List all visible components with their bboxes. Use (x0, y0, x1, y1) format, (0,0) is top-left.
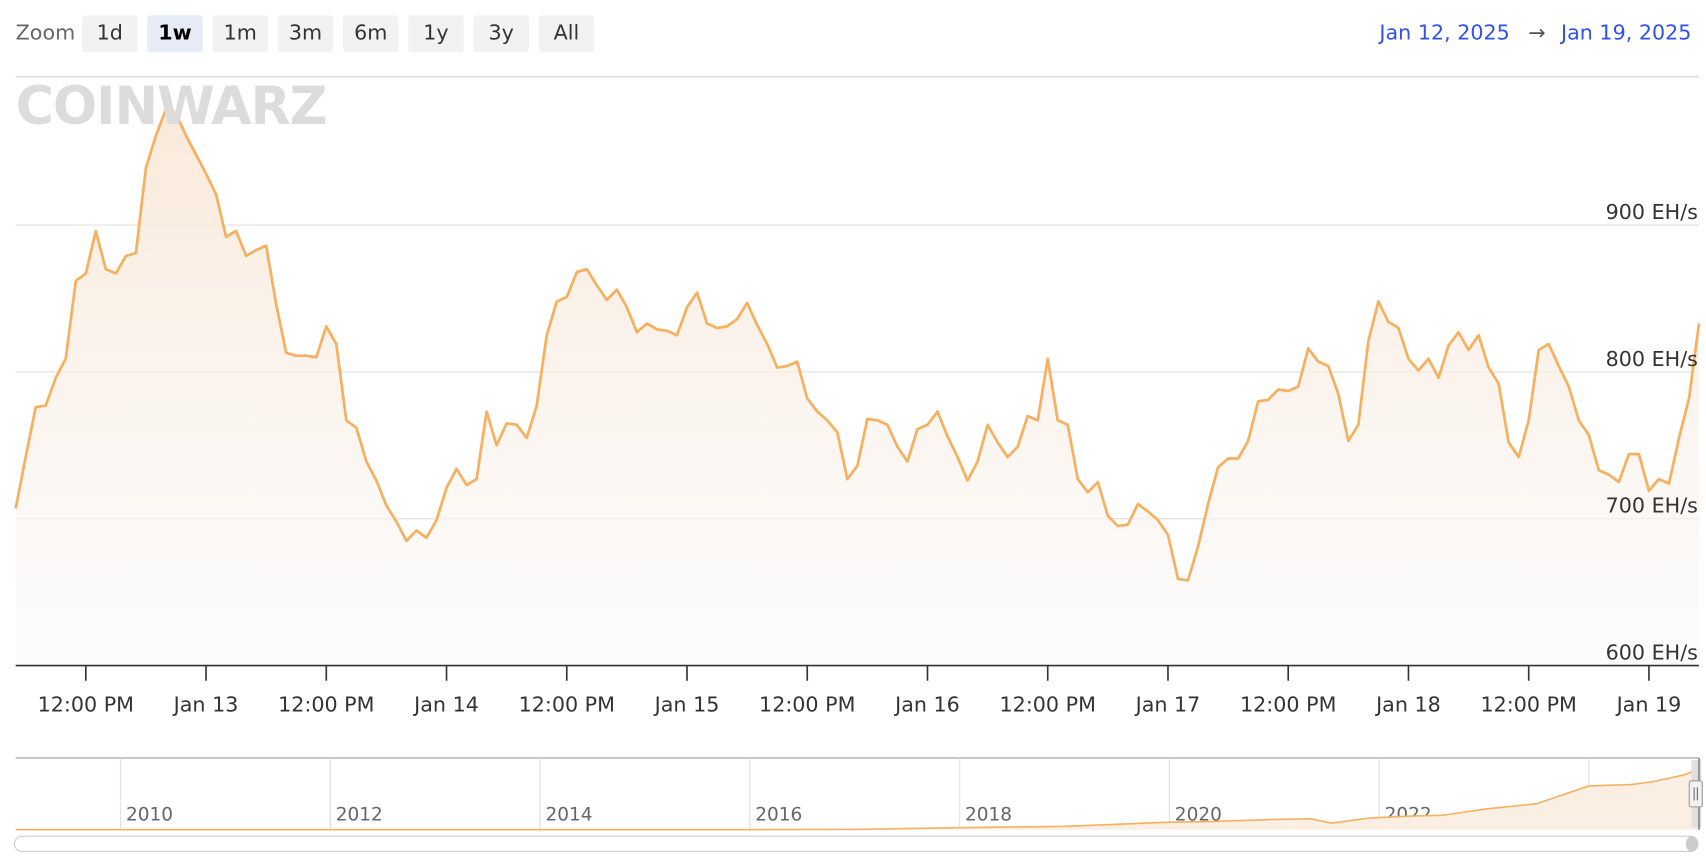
zoom-button-label: 1m (224, 21, 257, 45)
zoom-button-label: All (554, 21, 580, 45)
zoom-button[interactable]: 3m (277, 15, 334, 53)
zoom-button-label: 1w (158, 21, 191, 45)
range-arrow: → (1528, 21, 1545, 45)
x-tick-label: 12:00 PM (38, 693, 134, 717)
x-tick-label: 12:00 PM (759, 693, 855, 717)
navigator-handle[interactable] (1688, 780, 1703, 808)
x-tick-label: Jan 16 (893, 693, 960, 717)
area (15, 109, 1700, 666)
zoom-button[interactable]: 6m (342, 15, 399, 53)
x-tick-label: Jan 19 (1615, 693, 1682, 717)
zoom-button-label: 3m (289, 21, 322, 45)
navigator-tick-label: 2020 (1175, 805, 1222, 826)
navigator-tick-label: 2018 (965, 805, 1012, 826)
zoom-button-bg (473, 15, 529, 53)
navigator-tick-label: 2012 (336, 805, 383, 826)
zoom-button[interactable]: 1w (147, 15, 203, 53)
zoom-button[interactable]: 1d (81, 15, 138, 53)
line (14, 107, 1701, 582)
zoom-button-label: 3y (489, 21, 514, 45)
x-tick-label: Jan 17 (1134, 693, 1201, 717)
zoom-button-bg (81, 15, 138, 53)
y-tick-label: 600 EH/s (1606, 641, 1698, 665)
zoom-button[interactable]: All (538, 15, 595, 53)
watermark: COINWARZ (16, 77, 327, 137)
scrollbar-thumb[interactable] (1685, 836, 1698, 852)
range-to[interactable]: Jan 19, 2025 (1559, 21, 1691, 45)
x-tick-label: 12:00 PM (1481, 693, 1577, 717)
range-from[interactable]: Jan 12, 2025 (1377, 21, 1509, 45)
zoom-button-bg (408, 15, 464, 53)
y-tick-label: 900 EH/s (1606, 200, 1698, 224)
x-tick-label: Jan 18 (1374, 693, 1441, 717)
navigator: 20102012201420162018202020222024 (15, 757, 1700, 831)
x-tick-label: 12:00 PM (1000, 693, 1096, 717)
navigator-area (15, 769, 1700, 830)
zoom-button-bg (538, 15, 595, 53)
x-tick-label: Jan 15 (653, 693, 720, 717)
navigator-tick-label: 2014 (546, 805, 593, 826)
zoom-button-label: 1y (423, 21, 448, 45)
zoom-button-label: 1d (97, 21, 123, 45)
zoom-button[interactable]: 3y (473, 15, 529, 53)
x-tick-label: 12:00 PM (278, 693, 374, 717)
zoom-button-bg (277, 15, 334, 53)
zoom-button-label: 6m (354, 21, 387, 45)
y-tick-label: 800 EH/s (1606, 347, 1698, 371)
x-tick-label: 12:00 PM (519, 693, 615, 717)
zoom-label: Zoom (16, 21, 76, 45)
navigator-tick-label: 2010 (126, 805, 173, 826)
x-tick-label: Jan 13 (172, 693, 239, 717)
zoom-button-bg (212, 15, 268, 53)
scrollbar-track[interactable] (14, 835, 1699, 853)
zoom-button-bg (147, 15, 203, 53)
navigator-line (15, 768, 1700, 831)
zoom-button[interactable]: 1m (212, 15, 268, 53)
zoom-button[interactable]: 1y (408, 15, 464, 53)
zoom-bar: Zoom 1d 1w 1m 3m 6m 1y 3y All (16, 15, 595, 53)
x-tick-label: Jan 14 (412, 693, 479, 717)
y-tick-label: 700 EH/s (1606, 494, 1698, 518)
navigator-tick-label: 2016 (755, 805, 802, 826)
x-tick-label: 12:00 PM (1240, 693, 1336, 717)
plot-area: 600 EH/s 700 EH/s 800 EH/s 900 EH/s 12:00 PM… (14, 107, 1701, 717)
zoom-button-bg (342, 15, 399, 53)
